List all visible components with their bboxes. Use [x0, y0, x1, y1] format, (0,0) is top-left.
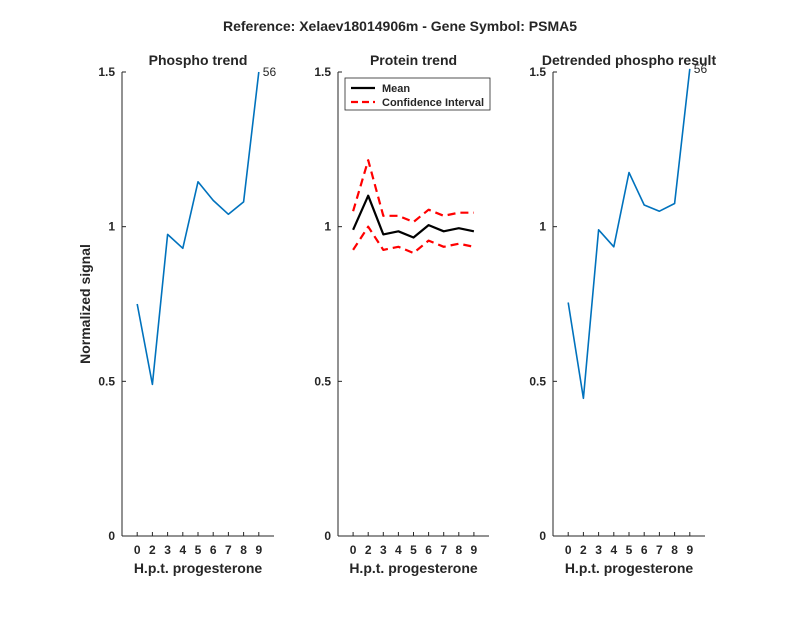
- figure-title: Reference: Xelaev18014906m - Gene Symbol…: [223, 18, 577, 34]
- x-tick-label: 9: [471, 543, 478, 557]
- y-tick-label: 1.5: [314, 65, 331, 79]
- series-line-3: [352, 225, 475, 255]
- x-tick-label: 7: [656, 543, 663, 557]
- legend-label: Mean: [382, 83, 410, 95]
- x-tick-label: 3: [380, 543, 387, 557]
- y-axis-label: Normalized signal: [77, 244, 93, 364]
- x-tick-label: 5: [195, 543, 202, 557]
- x-tick-label: 2: [149, 543, 156, 557]
- y-tick-label: 0.5: [314, 374, 331, 388]
- series-line-1: [567, 68, 691, 400]
- panel-title: Protein trend: [370, 52, 457, 68]
- y-tick-label: 0.5: [529, 374, 546, 388]
- y-tick-label: 0.5: [98, 374, 115, 388]
- y-tick-label: 1.5: [98, 65, 115, 79]
- x-tick-label: 5: [410, 543, 417, 557]
- y-tick-label: 1: [108, 220, 115, 234]
- x-tick-label: 4: [179, 543, 186, 557]
- legend-label: Confidence Interval: [382, 97, 484, 109]
- x-axis-label: H.p.t. progesterone: [565, 560, 694, 576]
- x-tick-label: 3: [595, 543, 602, 557]
- legend-box: [344, 77, 491, 111]
- series-line-1: [136, 71, 260, 386]
- x-tick-label: 0: [565, 543, 572, 557]
- x-tick-label: 6: [641, 543, 648, 557]
- panel-title: Phospho trend: [149, 52, 248, 68]
- x-tick-label: 7: [440, 543, 447, 557]
- x-tick-label: 7: [225, 543, 232, 557]
- point-annotation: 56: [263, 65, 277, 79]
- y-tick-label: 0: [324, 529, 331, 543]
- x-tick-label: 6: [425, 543, 432, 557]
- x-tick-label: 4: [610, 543, 617, 557]
- x-tick-label: 9: [686, 543, 693, 557]
- x-tick-label: 0: [350, 543, 357, 557]
- x-tick-label: 5: [626, 543, 633, 557]
- x-axis-label: H.p.t. progesterone: [349, 560, 478, 576]
- series-line-2: [352, 159, 474, 224]
- x-axis-label: H.p.t. progesterone: [134, 560, 263, 576]
- y-tick-label: 1: [539, 220, 546, 234]
- panel-title: Detrended phospho result: [542, 52, 717, 68]
- x-tick-label: 6: [210, 543, 217, 557]
- y-tick-label: 1.5: [529, 65, 546, 79]
- point-annotation: 56: [694, 62, 708, 76]
- y-tick-label: 0: [108, 529, 115, 543]
- x-tick-label: 8: [671, 543, 678, 557]
- x-tick-label: 4: [395, 543, 402, 557]
- x-tick-label: 8: [455, 543, 462, 557]
- y-tick-label: 1: [324, 220, 331, 234]
- y-tick-label: 0: [539, 529, 546, 543]
- x-tick-label: 3: [164, 543, 171, 557]
- x-tick-label: 8: [240, 543, 247, 557]
- x-tick-label: 2: [580, 543, 587, 557]
- x-tick-label: 9: [255, 543, 262, 557]
- x-tick-label: 0: [134, 543, 141, 557]
- legend: Mean Confidence Interval: [344, 77, 491, 111]
- x-tick-label: 2: [365, 543, 372, 557]
